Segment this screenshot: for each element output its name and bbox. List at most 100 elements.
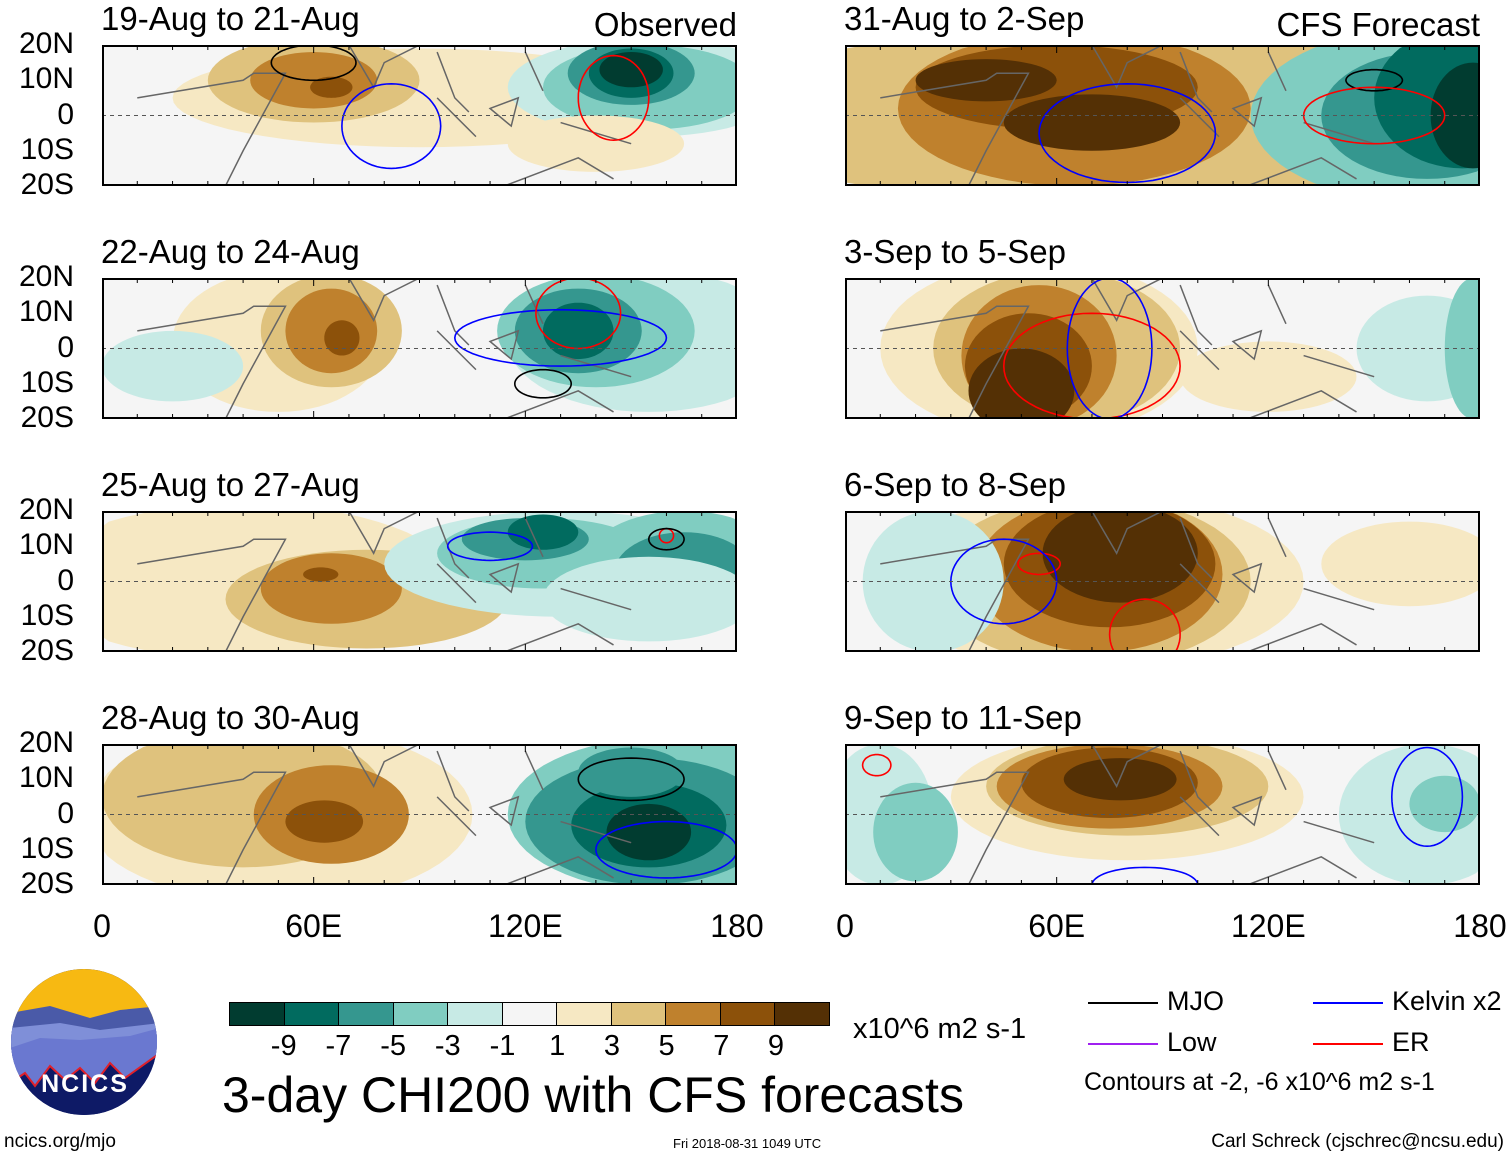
- anomaly-region: [324, 320, 360, 356]
- lon-tick-label: 0: [836, 908, 854, 944]
- colorbar: [229, 1002, 830, 1026]
- anomaly-region: [310, 76, 353, 98]
- legend-label: Low: [1167, 1027, 1217, 1057]
- anomaly-region: [303, 567, 339, 582]
- lon-tick-label: 180: [710, 908, 764, 944]
- lon-tick-label: 60E: [285, 908, 343, 944]
- logo-text: NCICS: [41, 1070, 129, 1098]
- contour-line: [861, 753, 892, 777]
- map-panel: [845, 278, 1480, 419]
- panel-title: 28-Aug to 30-Aug: [101, 699, 360, 736]
- contour-line: [1038, 82, 1217, 184]
- lat-tick-label: 20S: [20, 401, 74, 434]
- lon-tick-label: 180: [1453, 908, 1507, 944]
- lat-tick-label: 10S: [20, 365, 74, 399]
- panel-title: 22-Aug to 24-Aug: [101, 233, 360, 270]
- colorbar-tick-label: -1: [489, 1030, 516, 1062]
- colorbar-swatch: [775, 1003, 829, 1025]
- legend-line-mjo: [1088, 1002, 1158, 1004]
- lon-tick-label: 0: [93, 908, 111, 944]
- anomaly-region: [599, 52, 663, 88]
- lon-tick-label: 60E: [1028, 908, 1086, 944]
- panel-title: 6-Sep to 8-Sep: [844, 466, 1066, 503]
- lat-tick-label: 0: [57, 97, 74, 131]
- colorbar-swatch: [611, 1003, 666, 1025]
- anomaly-region: [578, 747, 685, 797]
- lat-tick-label: 20N: [18, 726, 74, 759]
- colorbar-units: x10^6 m2 s-1: [853, 1013, 1027, 1045]
- panel-title: 31-Aug to 2-Sep: [844, 0, 1085, 37]
- coastline: [880, 278, 1375, 419]
- anomaly-region: [606, 803, 692, 861]
- panel-title: 19-Aug to 21-Aug: [101, 0, 360, 37]
- colorbar-swatch: [230, 1003, 285, 1025]
- panel-title: 9-Sep to 11-Sep: [844, 699, 1082, 736]
- colorbar-swatch: [502, 1003, 557, 1025]
- legend-line-kelvin: [1313, 1002, 1383, 1004]
- lat-tick-label: 10S: [20, 831, 74, 865]
- anomaly-region: [260, 553, 402, 624]
- panel-title: 3-Sep to 5-Sep: [844, 233, 1066, 270]
- anomaly-region: [507, 514, 579, 550]
- contour-line: [647, 527, 685, 551]
- lat-tick-label: 10S: [20, 132, 74, 166]
- colorbar-swatch: [720, 1003, 775, 1025]
- map-panel: [102, 744, 737, 885]
- coastline: [137, 511, 632, 652]
- contour-note: Contours at -2, -6 x10^6 m2 s-1: [1084, 1068, 1435, 1096]
- lat-tick-label: 0: [57, 796, 74, 830]
- contour-line: [1390, 746, 1464, 848]
- legend-label: ER: [1392, 1027, 1430, 1057]
- anomaly-region: [543, 556, 737, 642]
- lat-tick-label: 10N: [18, 62, 74, 96]
- panel-title: 25-Aug to 27-Aug: [101, 466, 360, 503]
- coastline: [880, 744, 1375, 885]
- lat-tick-label: 0: [57, 330, 74, 364]
- legend-label: MJO: [1167, 986, 1224, 1016]
- contour-line: [1108, 598, 1181, 652]
- footer-timestamp: Fri 2018-08-31 1049 UTC: [673, 1136, 822, 1151]
- anomaly-region: [543, 302, 614, 360]
- colorbar-swatch: [557, 1003, 612, 1025]
- colorbar-swatch: [666, 1003, 721, 1025]
- coastline: [137, 278, 632, 419]
- map-panel: [102, 45, 737, 186]
- colorbar-tick-label: -7: [325, 1030, 352, 1062]
- lat-tick-label: 20S: [20, 634, 74, 667]
- lat-tick-label: 10N: [18, 761, 74, 795]
- figure-title: 3-day CHI200 with CFS forecasts: [222, 1067, 964, 1123]
- colorbar-tick-label: -3: [434, 1030, 461, 1062]
- colorbar-swatch: [339, 1003, 394, 1025]
- anomaly-region: [1321, 521, 1480, 607]
- lon-tick-label: 120E: [1230, 908, 1306, 944]
- anomaly-region: [507, 115, 685, 172]
- lat-tick-label: 20S: [20, 168, 74, 201]
- lat-tick-label: 20S: [20, 867, 74, 900]
- contour-line: [1066, 278, 1153, 419]
- contour-line: [341, 82, 442, 170]
- panel-tag: CFS Forecast: [1276, 6, 1480, 43]
- colorbar-tick-label: 3: [603, 1030, 620, 1062]
- contour-line: [577, 54, 650, 142]
- map-panel: [102, 278, 737, 419]
- lat-tick-label: 20N: [18, 27, 74, 60]
- contour-line: [1002, 312, 1181, 419]
- panel-tag: Observed: [593, 6, 737, 43]
- map-panel: [845, 45, 1480, 186]
- legend-line-er: [1313, 1043, 1383, 1045]
- contour-line: [446, 531, 534, 562]
- colorbar-tick-label: -5: [380, 1030, 406, 1062]
- footer-url[interactable]: ncics.org/mjo: [4, 1131, 116, 1152]
- map-panel: [845, 744, 1480, 885]
- colorbar-tick-label: 5: [658, 1030, 675, 1062]
- contour-line: [595, 820, 737, 879]
- colorbar-tick-label: 1: [549, 1030, 566, 1062]
- anomaly-region: [1003, 94, 1181, 151]
- contour-line: [453, 308, 668, 367]
- footer-credit: Carl Schreck (cjschrec@ncsu.edu): [1211, 1131, 1504, 1152]
- colorbar-swatch: [284, 1003, 339, 1025]
- anomaly-region: [102, 330, 244, 402]
- map-panel: [845, 511, 1480, 652]
- anomaly-region: [285, 800, 364, 843]
- lat-tick-label: 20N: [18, 260, 74, 293]
